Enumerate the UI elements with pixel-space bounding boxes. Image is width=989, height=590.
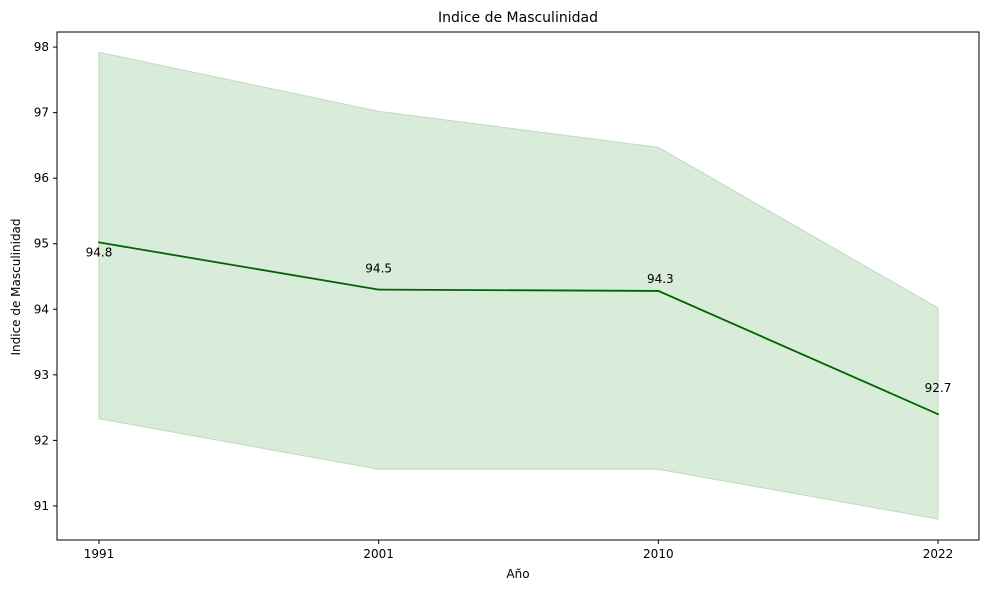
x-tick-label: 2010 bbox=[643, 547, 674, 561]
confidence-band bbox=[98, 51, 939, 520]
y-tick-label: 97 bbox=[34, 106, 49, 120]
y-tick-label: 98 bbox=[34, 40, 49, 54]
y-tick-label: 91 bbox=[34, 499, 49, 513]
data-point bbox=[657, 289, 660, 292]
plot-area: 91 92 93 94 95 96 97 98 1991 2001 2010 2022 94.8 94.5… bbox=[34, 31, 980, 561]
x-axis-label: Año bbox=[506, 567, 529, 581]
data-point bbox=[377, 288, 380, 291]
data-label: 94.3 bbox=[647, 272, 674, 286]
x-tick-label: 2022 bbox=[923, 547, 954, 561]
y-tick-label: 96 bbox=[34, 171, 49, 185]
y-tick-label: 92 bbox=[34, 433, 49, 447]
chart-title: Indice de Masculinidad bbox=[438, 10, 598, 26]
data-point bbox=[937, 413, 939, 416]
data-label: 94.8 bbox=[86, 245, 113, 259]
y-tick-label: 93 bbox=[34, 368, 49, 382]
plot-frame bbox=[56, 31, 980, 541]
data-label: 92.7 bbox=[925, 381, 952, 395]
y-tick-label: 94 bbox=[34, 302, 49, 316]
y-tick-label: 95 bbox=[34, 237, 49, 251]
data-point bbox=[98, 241, 100, 244]
x-tick-label: 2001 bbox=[363, 547, 394, 561]
x-tick-label: 1991 bbox=[84, 547, 115, 561]
data-label: 94.5 bbox=[365, 262, 392, 276]
series-line bbox=[98, 241, 939, 415]
y-axis-label: Indice de Masculinidad bbox=[9, 218, 23, 355]
